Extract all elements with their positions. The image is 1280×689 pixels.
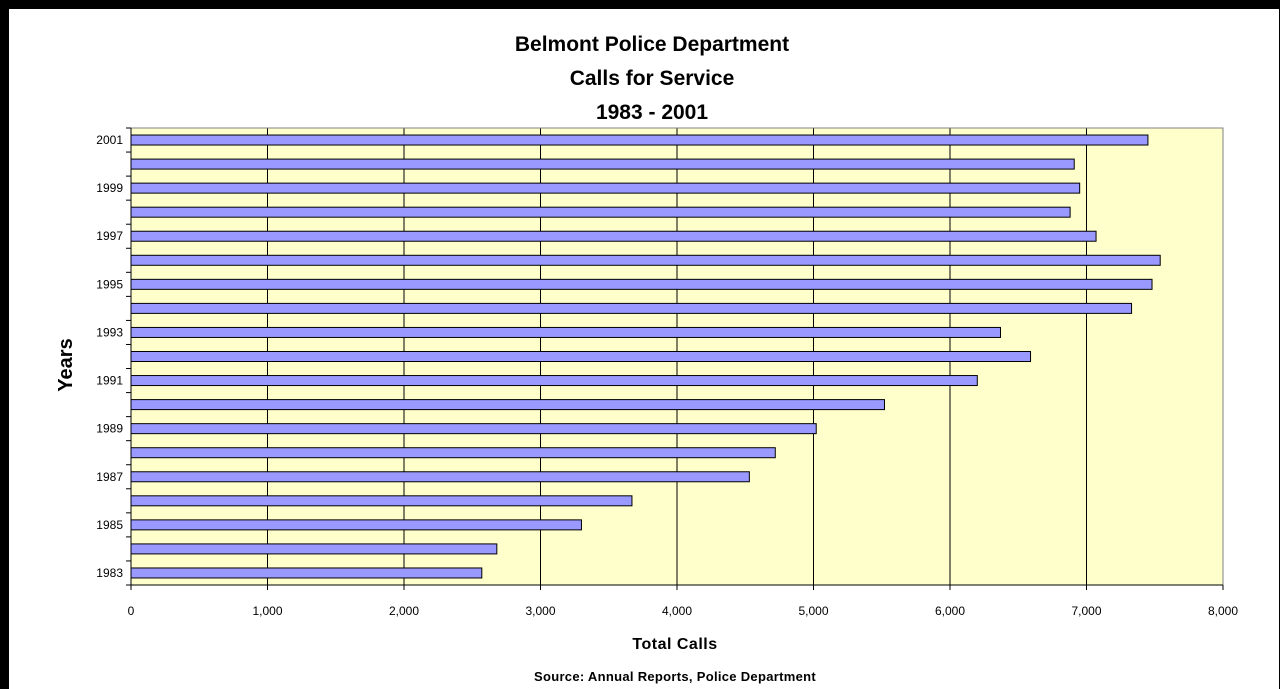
bar-1996 — [130, 254, 1161, 266]
y-tick-label: 1989 — [96, 422, 123, 436]
x-tick-label: 1,000 — [252, 604, 282, 618]
bar-chart: Belmont Police Department Calls for Serv… — [55, 33, 1238, 684]
bar-1997 — [130, 230, 1097, 242]
x-tick-label: 4,000 — [662, 604, 692, 618]
chart-title-line-1: Belmont Police Department — [515, 33, 789, 56]
bar-1988 — [130, 447, 776, 459]
bar-2000 — [130, 158, 1075, 170]
bars — [130, 134, 1161, 579]
y-tick-label: 1991 — [96, 374, 123, 388]
x-axis-title: Total Calls — [632, 636, 717, 653]
bar-1985 — [130, 519, 582, 531]
y-tick-label: 1983 — [96, 566, 123, 580]
x-tick-label: 3,000 — [525, 604, 555, 618]
bar-1993 — [130, 326, 1002, 338]
y-tick-label: 2001 — [96, 133, 123, 147]
bar-1999 — [130, 182, 1081, 194]
bar-2001 — [130, 134, 1149, 146]
y-tick-label: 1985 — [96, 518, 123, 532]
axes: 1983 1985 1987 1989 1991 1993 1995 1997 1999 2001… — [96, 127, 1238, 618]
chart-area: Belmont Police Department Calls for Serv… — [9, 9, 1279, 689]
y-tick-label: 1999 — [96, 181, 123, 195]
y-axis-title: Years — [55, 338, 77, 391]
chart-title-line-2: Calls for Service — [570, 67, 735, 90]
bar-1990 — [130, 399, 885, 411]
x-tick-label: 8,000 — [1208, 604, 1238, 618]
bar-1995 — [130, 278, 1153, 290]
y-tick-label: 1993 — [96, 325, 123, 339]
bar-1987 — [130, 471, 750, 483]
bar-1991 — [130, 375, 978, 387]
x-tick-label: 6,000 — [935, 604, 965, 618]
chart-title-line-3: 1983 - 2001 — [596, 101, 708, 124]
x-tick-label: 2,000 — [389, 604, 419, 618]
bar-1998 — [130, 206, 1071, 218]
y-tick-label: 1995 — [96, 277, 123, 291]
bar-1986 — [130, 495, 633, 507]
bar-1984 — [130, 543, 498, 555]
bar-1983 — [130, 567, 483, 579]
y-tick-label: 1997 — [96, 229, 123, 243]
x-tick-label: 7,000 — [1071, 604, 1101, 618]
source-note: Source: Annual Reports, Police Departmen… — [534, 669, 816, 684]
bar-1994 — [130, 302, 1133, 314]
x-tick-label: 0 — [128, 604, 135, 618]
x-tick-label: 5,000 — [798, 604, 828, 618]
bar-1989 — [130, 423, 817, 435]
y-tick-label: 1987 — [96, 470, 123, 484]
bar-1992 — [130, 351, 1032, 362]
